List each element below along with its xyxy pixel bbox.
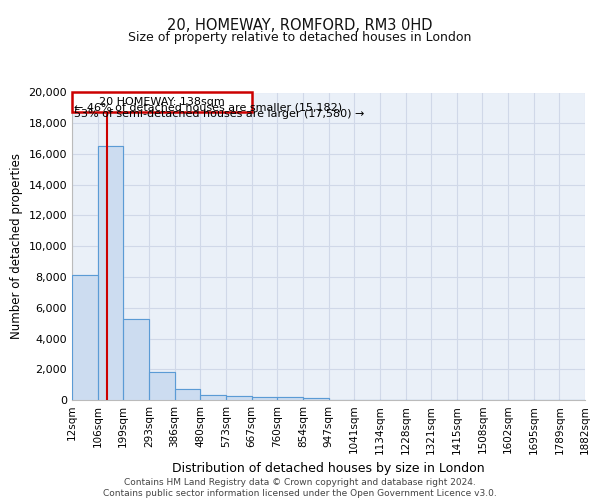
Text: 20, HOMEWAY, ROMFORD, RM3 0HD: 20, HOMEWAY, ROMFORD, RM3 0HD: [167, 18, 433, 32]
Text: Contains HM Land Registry data © Crown copyright and database right 2024.
Contai: Contains HM Land Registry data © Crown c…: [103, 478, 497, 498]
Text: ← 46% of detached houses are smaller (15,182): ← 46% of detached houses are smaller (15…: [74, 103, 343, 113]
Y-axis label: Number of detached properties: Number of detached properties: [10, 153, 23, 339]
Text: 20 HOMEWAY: 138sqm: 20 HOMEWAY: 138sqm: [99, 97, 225, 107]
Text: 53% of semi-detached houses are larger (17,580) →: 53% of semi-detached houses are larger (…: [74, 109, 365, 119]
FancyBboxPatch shape: [72, 92, 251, 112]
X-axis label: Distribution of detached houses by size in London: Distribution of detached houses by size …: [172, 462, 485, 475]
Text: Size of property relative to detached houses in London: Size of property relative to detached ho…: [128, 31, 472, 44]
